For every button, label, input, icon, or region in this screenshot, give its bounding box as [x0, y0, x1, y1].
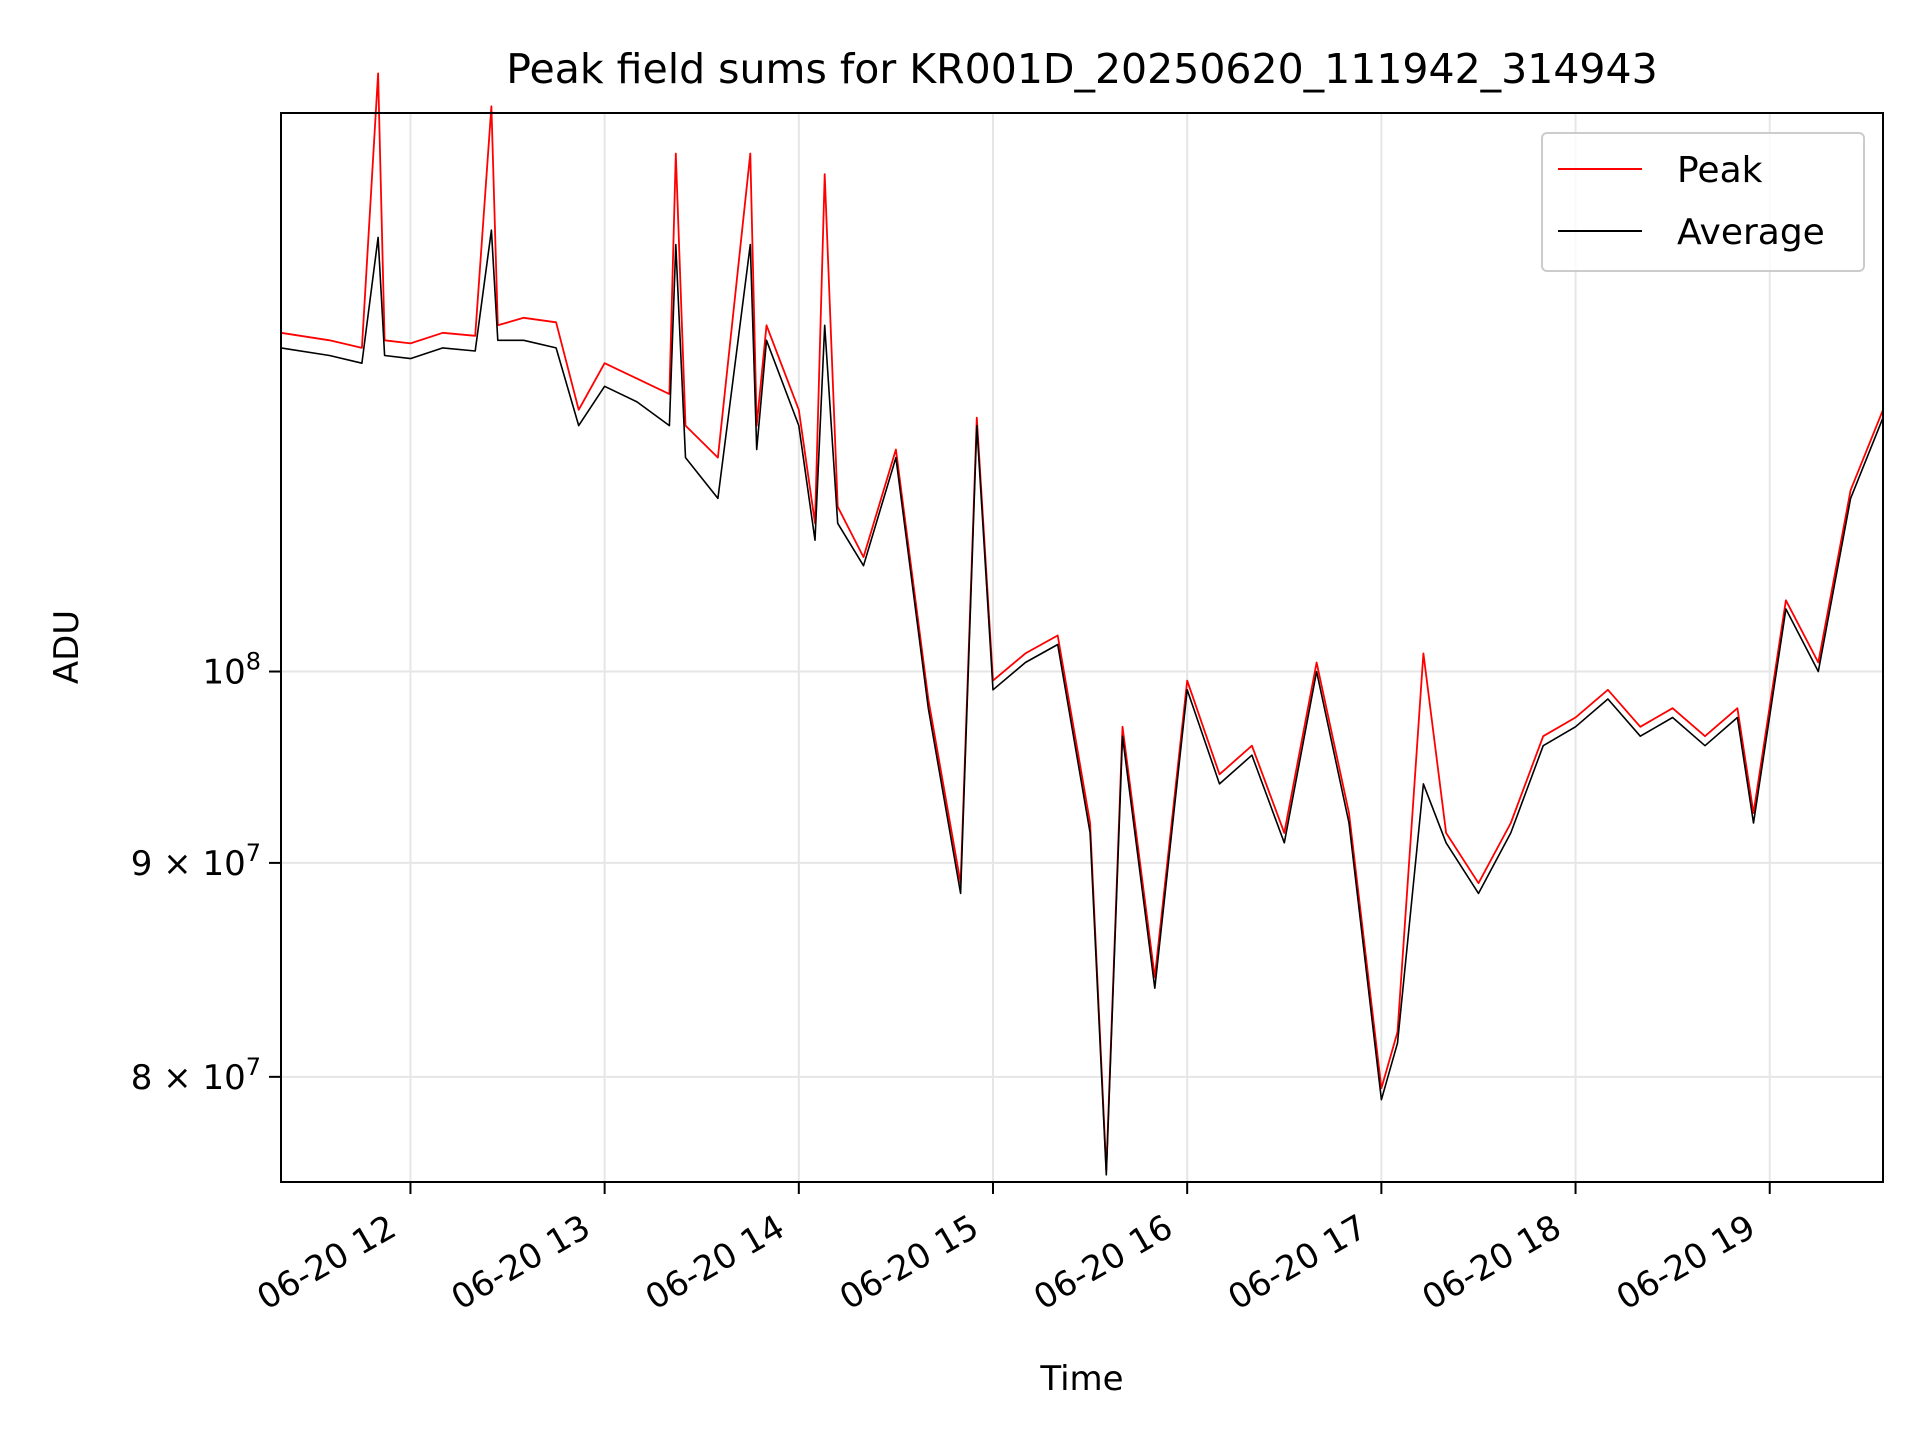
legend: Peak Average [1541, 132, 1865, 272]
legend-box [1541, 132, 1865, 272]
y-tick-label-exponent: 8 [246, 648, 261, 676]
y-tick-label: 8 × 107 [131, 1053, 261, 1098]
legend-label-average: Average [1677, 212, 1825, 253]
y-tick-label: 9 × 107 [131, 839, 261, 884]
y-tick-label-base: 10 [202, 653, 245, 693]
y-tick-label-base: 8 × 10 [131, 1058, 246, 1098]
plot-area-frame [280, 112, 1884, 1183]
y-tick-label-base: 9 × 10 [131, 844, 246, 884]
legend-label-peak: Peak [1677, 150, 1763, 191]
y-axis-label: ADU [47, 610, 87, 684]
y-tick-label-exponent: 7 [246, 839, 261, 867]
grid-layer [281, 113, 1883, 1182]
y-tick-label-exponent: 7 [246, 1053, 261, 1081]
chart-title: Peak field sums for KR001D_20250620_1119… [506, 45, 1657, 93]
x-axis-label: Time [1039, 1359, 1123, 1399]
series-layer [280, 72, 1884, 1176]
series-line-average [280, 229, 1884, 1176]
y-tick-label: 108 [202, 648, 261, 693]
